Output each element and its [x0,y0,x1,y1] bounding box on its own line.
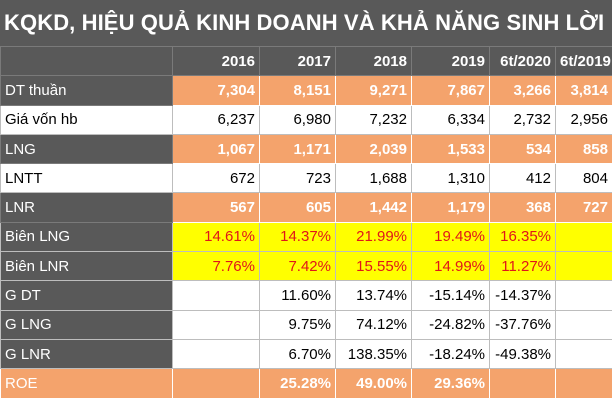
table-cell: 2,732 [489,104,556,135]
table-cell: 1,688 [335,163,412,194]
table-cell: 19.49% [411,221,490,253]
table-cell: 7,304 [172,75,260,106]
table-cell [555,280,612,311]
table-cell [555,368,612,399]
table-cell: 11.27% [489,251,556,282]
table-cell: 804 [555,163,612,194]
table-cell: 534 [489,133,556,165]
table-cell: 368 [489,192,556,223]
table-row: ROE 25.28% 49.00% 29.36% [0,368,612,399]
header-cell [0,45,173,77]
row-label: G DT [0,280,173,311]
table-cell: 1,442 [335,192,412,223]
table-row: Biên LNR 7.76% 7.42% 15.55% 14.99% 11.27… [0,251,612,282]
table-cell: 15.55% [335,251,412,282]
row-label: G LNR [0,338,173,370]
table-row: G LNR 6.70% 138.35% -18.24% -49.38% [0,338,612,370]
table-title: KQKD, HIỆU QUẢ KINH DOANH VÀ KHẢ NĂNG SI… [0,0,612,46]
table-cell: 74.12% [335,309,412,340]
table-cell: 138.35% [335,338,412,370]
table-cell: 21.99% [335,221,412,253]
table-row: LNG 1,067 1,171 2,039 1,533 534 858 [0,133,612,165]
table-cell: -18.24% [411,338,490,370]
table-cell [172,309,260,340]
row-label: Giá vốn hb [0,104,173,135]
table-row: G DT 11.60% 13.74% -15.14% -14.37% [0,280,612,311]
table-cell: 7.76% [172,251,260,282]
table-cell: 1,067 [172,133,260,165]
table-cell: 727 [555,192,612,223]
header-cell: 2017 [259,45,336,77]
table-cell: 7,232 [335,104,412,135]
table-cell: 605 [259,192,336,223]
table-cell: 1,533 [411,133,490,165]
table-cell: 49.00% [335,368,412,399]
table-row: DT thuần 7,304 8,151 9,271 7,867 3,266 3… [0,75,612,106]
table-cell: 25.28% [259,368,336,399]
row-label: Biên LNG [0,221,173,253]
table-cell [172,368,260,399]
table-cell: 11.60% [259,280,336,311]
table-cell: 858 [555,133,612,165]
table-cell: 14.37% [259,221,336,253]
table-cell: 7.42% [259,251,336,282]
table-row: LNTT 672 723 1,688 1,310 412 804 [0,163,612,194]
table-row: Biên LNG 14.61% 14.37% 21.99% 19.49% 16.… [0,221,612,253]
row-label: LNR [0,192,173,223]
table-cell: 1,179 [411,192,490,223]
table-cell [555,251,612,282]
row-label: Biên LNR [0,251,173,282]
row-label: DT thuần [0,75,173,106]
table-cell [172,338,260,370]
table-cell: -24.82% [411,309,490,340]
header-cell: 6t/2019 [555,45,612,77]
table-cell: 14.99% [411,251,490,282]
table-cell: -15.14% [411,280,490,311]
table-cell: 16.35% [489,221,556,253]
table-cell [555,338,612,370]
header-row: 2016 2017 2018 2019 6t/2020 6t/2019 [0,45,612,77]
header-cell: 2016 [172,45,260,77]
row-label: ROE [0,368,173,399]
table-cell: 2,039 [335,133,412,165]
table-cell [555,221,612,253]
table-cell: 1,171 [259,133,336,165]
table-row: Giá vốn hb 6,237 6,980 7,232 6,334 2,732… [0,104,612,135]
table-cell: 14.61% [172,221,260,253]
table-cell: -49.38% [489,338,556,370]
row-label: G LNG [0,309,173,340]
table-cell: 7,867 [411,75,490,106]
table-cell: 3,266 [489,75,556,106]
table-cell [489,368,556,399]
table-cell: 6,237 [172,104,260,135]
table-cell: 8,151 [259,75,336,106]
table-row: G LNG 9.75% 74.12% -24.82% -37.76% [0,309,612,340]
row-label: LNTT [0,163,173,194]
table-cell: 9.75% [259,309,336,340]
table-cell [555,309,612,340]
table-cell: 723 [259,163,336,194]
header-cell: 2019 [411,45,490,77]
table-cell [172,280,260,311]
table-cell: 9,271 [335,75,412,106]
financial-table: 2016 2017 2018 2019 6t/2020 6t/2019 DT t… [0,45,612,399]
table-row: LNR 567 605 1,442 1,179 368 727 [0,192,612,223]
table-cell: 412 [489,163,556,194]
table-cell: 6.70% [259,338,336,370]
table-cell: 3,814 [555,75,612,106]
table-cell: 1,310 [411,163,490,194]
table-cell: 6,980 [259,104,336,135]
row-label: LNG [0,133,173,165]
header-cell: 6t/2020 [489,45,556,77]
table-cell: 6,334 [411,104,490,135]
table-cell: 672 [172,163,260,194]
table-cell: 567 [172,192,260,223]
table-cell: 2,956 [555,104,612,135]
table-cell: 29.36% [411,368,490,399]
table-cell: 13.74% [335,280,412,311]
table-cell: -37.76% [489,309,556,340]
header-cell: 2018 [335,45,412,77]
table-cell: -14.37% [489,280,556,311]
